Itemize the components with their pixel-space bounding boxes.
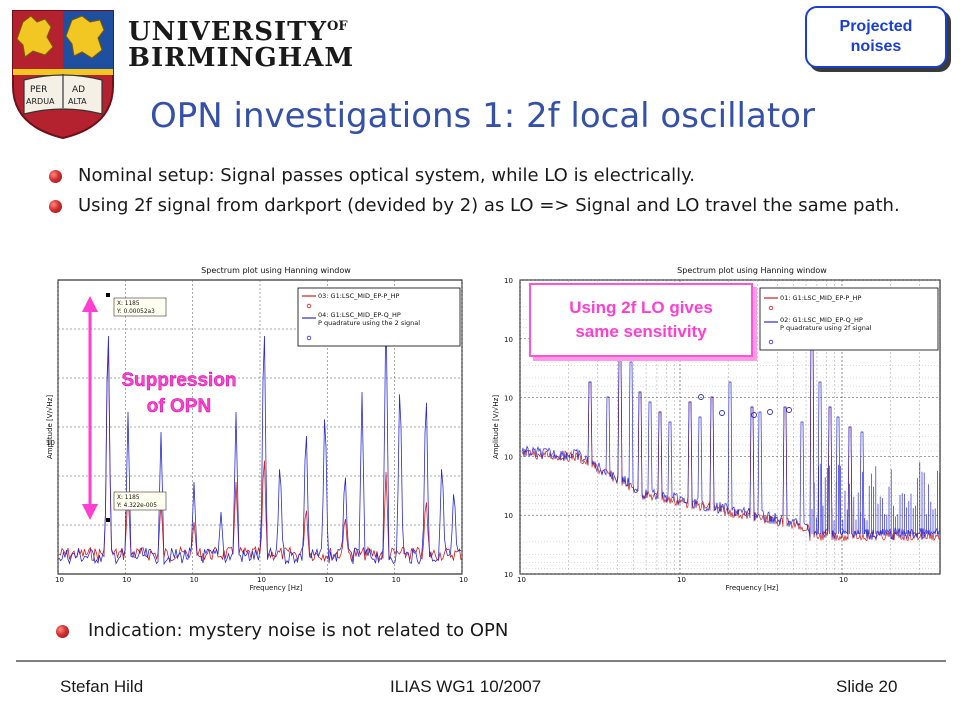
bullet-text-1: Nominal setup: Signal passes optical sys… <box>78 165 695 186</box>
y-tick-label: 10 <box>504 512 513 520</box>
x-tick-label: 10 <box>839 576 848 584</box>
left-plot-ytick: 10 <box>46 439 55 447</box>
right-trace-blue <box>521 316 940 540</box>
bullet-icon <box>56 625 69 638</box>
cursor-bottom-y: Y: 4.322e-005 <box>116 503 157 509</box>
x-tick-label: 10 <box>392 576 401 584</box>
university-crest-logo: PER ARDUA AD ALTA <box>12 10 114 140</box>
x-tick-label: 10 <box>122 576 131 584</box>
x-tick-label: 10 <box>517 576 526 584</box>
bullet-icon <box>49 200 62 213</box>
left-plot-xticks: 10 10 10 10 10 10 10 <box>55 576 468 584</box>
footer-divider <box>16 660 946 662</box>
cursor-top-y: Y: 0.00052a3 <box>116 309 155 315</box>
cursor-top-x: X: 1185 <box>117 301 140 307</box>
right-plot-traces <box>521 316 940 542</box>
right-plot-xticks: 10 10 10 <box>517 576 848 584</box>
right-plot-title: Spectrum plot using Hanning window <box>677 266 827 275</box>
right-legend-series-2: 02: G1:LSC_MID_EP-Q_HP P quadrature using… <box>780 316 872 332</box>
cursor-readout-top <box>113 297 167 317</box>
left-spectrum-plot: Spectrum plot using Hanning window Ampli… <box>44 262 468 592</box>
x-tick-label: 10 <box>459 576 468 584</box>
suppression-annotation: Suppression of OPN <box>121 370 237 417</box>
sensitivity-callout: Using 2f LO gives same sensitivity <box>529 283 753 357</box>
left-plot-ylabel: Amplitude [V/√Hz] <box>46 395 54 459</box>
peak-marker <box>698 394 704 400</box>
right-plot-yticks: 10 10 10 10 10 10 <box>504 277 513 579</box>
university-name-line2: BIRMINGHAM <box>128 43 355 73</box>
crest-motto-right: AD <box>72 85 85 95</box>
y-tick-label: 10 <box>504 453 513 461</box>
bullet-icon <box>49 170 62 183</box>
bullet-text-2: Using 2f signal from darkport (devided b… <box>78 195 900 216</box>
cursor-readout-bottom <box>113 491 167 511</box>
x-tick-label: 10 <box>190 576 199 584</box>
cursor-bottom-x: X: 1185 <box>117 495 140 501</box>
left-plot-xlabel: Frequency [Hz] <box>250 584 303 592</box>
x-tick-label: 10 <box>257 576 266 584</box>
projected-noises-tag[interactable]: Projected noises <box>805 6 947 68</box>
y-tick-label: 10 <box>504 336 513 344</box>
right-plot-ylabel: Amplitude [V/√Hz] <box>492 395 500 459</box>
left-legend-series-1: 03: G1:LSC_MID_EP-P_HP <box>318 292 399 300</box>
y-tick-label: 10 <box>504 395 513 403</box>
crest-motto-right-2: ALTA <box>68 97 87 106</box>
x-tick-label: 10 <box>55 576 64 584</box>
left-trace-red <box>58 343 462 563</box>
right-plot-legend <box>759 287 939 351</box>
left-legend-series-2: 04: G1:LSC_MID_EP-Q_HP P quadrature using… <box>318 311 420 327</box>
university-name-line1: UNIVERSITYOF <box>128 17 348 47</box>
suppression-arrow <box>82 296 98 520</box>
university-name: UNIVERSITYOF BIRMINGHAM <box>128 14 354 71</box>
footer-author: Stefan Hild <box>60 677 144 696</box>
projected-noises-label: Projected noises <box>839 18 913 55</box>
footer-event: ILIAS WG1 10/2007 <box>390 677 542 696</box>
university-name-of: OF <box>327 19 348 34</box>
y-tick-label: 10 <box>504 277 513 285</box>
y-tick-label: 10 <box>504 571 513 579</box>
crest-motto-left: PER <box>30 85 47 95</box>
x-tick-label: 10 <box>677 576 686 584</box>
footer-slide-number: Slide 20 <box>836 677 898 696</box>
peak-marker <box>767 409 773 415</box>
slide-title: OPN investigations 1: 2f local oscillato… <box>150 96 815 136</box>
peak-marker <box>751 412 757 418</box>
peak-marker <box>719 410 725 416</box>
bullet-text-3: Indication: mystery noise is not related… <box>88 620 509 641</box>
left-plot-legend <box>297 287 461 347</box>
right-legend-series-1: 01: G1:LSC_MID_EP-P_HP <box>780 294 861 302</box>
right-plot-xlabel: Frequency [Hz] <box>726 584 779 592</box>
peak-marker <box>786 407 792 413</box>
left-plot-title: Spectrum plot using Hanning window <box>201 266 351 275</box>
crest-motto-left-2: ARDUA <box>26 97 55 106</box>
x-tick-label: 10 <box>324 576 333 584</box>
